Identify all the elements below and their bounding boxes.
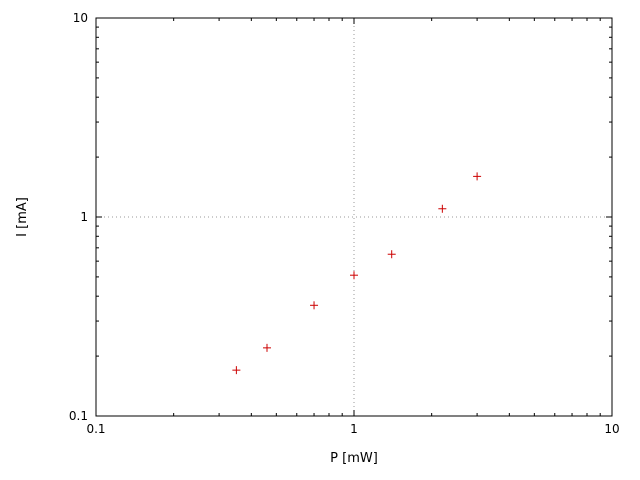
grid-lines	[96, 18, 612, 416]
data-point	[387, 250, 396, 259]
x-tick-label: 1	[350, 422, 358, 436]
y-tick-label: 1	[80, 210, 88, 224]
data-point	[473, 172, 482, 181]
plot-frame	[95, 17, 613, 417]
x-axis-label: P [mW]	[330, 451, 378, 466]
tick-labels: 0.1 1 10 0.1 1 10	[69, 11, 620, 436]
data-point	[310, 301, 319, 310]
y-tick-label: 10	[73, 11, 88, 25]
data-points	[232, 172, 482, 375]
data-point	[350, 271, 358, 280]
data-point	[232, 366, 241, 375]
x-tick-label: 0.1	[86, 422, 105, 436]
plot-border	[95, 17, 613, 417]
axis-ticks	[95, 17, 613, 417]
data-point	[438, 204, 447, 213]
data-point	[262, 343, 271, 352]
x-tick-label: 10	[604, 422, 619, 436]
y-tick-label: 0.1	[69, 409, 88, 423]
y-axis-label: I [mA]	[15, 197, 30, 237]
